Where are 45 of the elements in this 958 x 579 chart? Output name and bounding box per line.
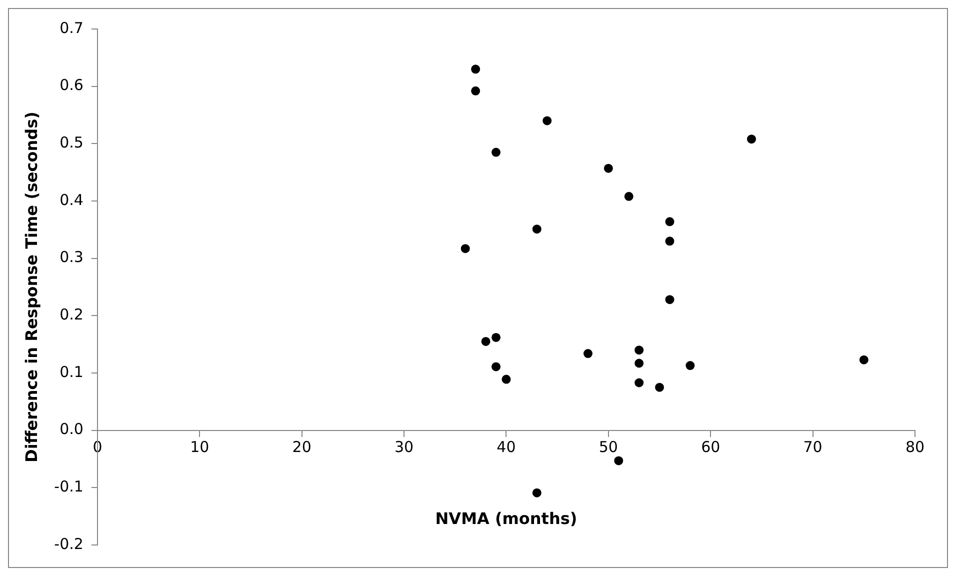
y-tick-label: 0.6 xyxy=(60,76,84,94)
point xyxy=(686,361,695,370)
point xyxy=(542,116,552,126)
x-axis-title: NVMA (months) xyxy=(435,509,578,528)
y-tick-label: 0.5 xyxy=(60,134,84,152)
y-tick-label: 0.0 xyxy=(60,420,84,438)
point xyxy=(665,295,674,304)
point xyxy=(604,164,613,173)
y-tick-label: -0.2 xyxy=(54,534,84,553)
x-tick-label: 50 xyxy=(598,438,618,456)
y-tick-label: -0.1 xyxy=(54,478,84,496)
point xyxy=(471,64,480,74)
point xyxy=(665,217,674,226)
point xyxy=(583,349,592,358)
x-tick-label: 80 xyxy=(905,438,925,456)
x-tick-label: 20 xyxy=(292,438,312,456)
y-tick-label: 0.7 xyxy=(60,18,84,37)
x-tick-label: 10 xyxy=(190,438,210,456)
point xyxy=(502,374,511,384)
point xyxy=(492,362,501,372)
point xyxy=(492,332,501,342)
y-axis-title: Difference in Response Time (seconds) xyxy=(22,112,41,462)
x-tick-label: 40 xyxy=(496,438,516,456)
y-tick-label: 0.4 xyxy=(60,190,84,209)
point xyxy=(492,148,501,157)
point xyxy=(471,86,480,96)
point xyxy=(624,192,634,201)
point xyxy=(746,134,756,144)
point xyxy=(655,382,664,392)
y-tick-label: 0.1 xyxy=(60,362,84,381)
point xyxy=(859,355,868,364)
point xyxy=(634,346,644,355)
point xyxy=(532,488,542,498)
x-tick-label: 70 xyxy=(803,438,822,456)
point xyxy=(634,378,644,388)
y-tick-label: 0.2 xyxy=(60,306,84,324)
point xyxy=(481,336,490,346)
point xyxy=(665,236,674,246)
point xyxy=(532,224,542,234)
point xyxy=(614,456,624,466)
y-tick-label: 0.3 xyxy=(60,248,84,266)
point xyxy=(634,358,644,368)
x-tick-label: 30 xyxy=(394,438,414,456)
point xyxy=(460,244,470,254)
x-tick-label: 60 xyxy=(701,438,720,456)
